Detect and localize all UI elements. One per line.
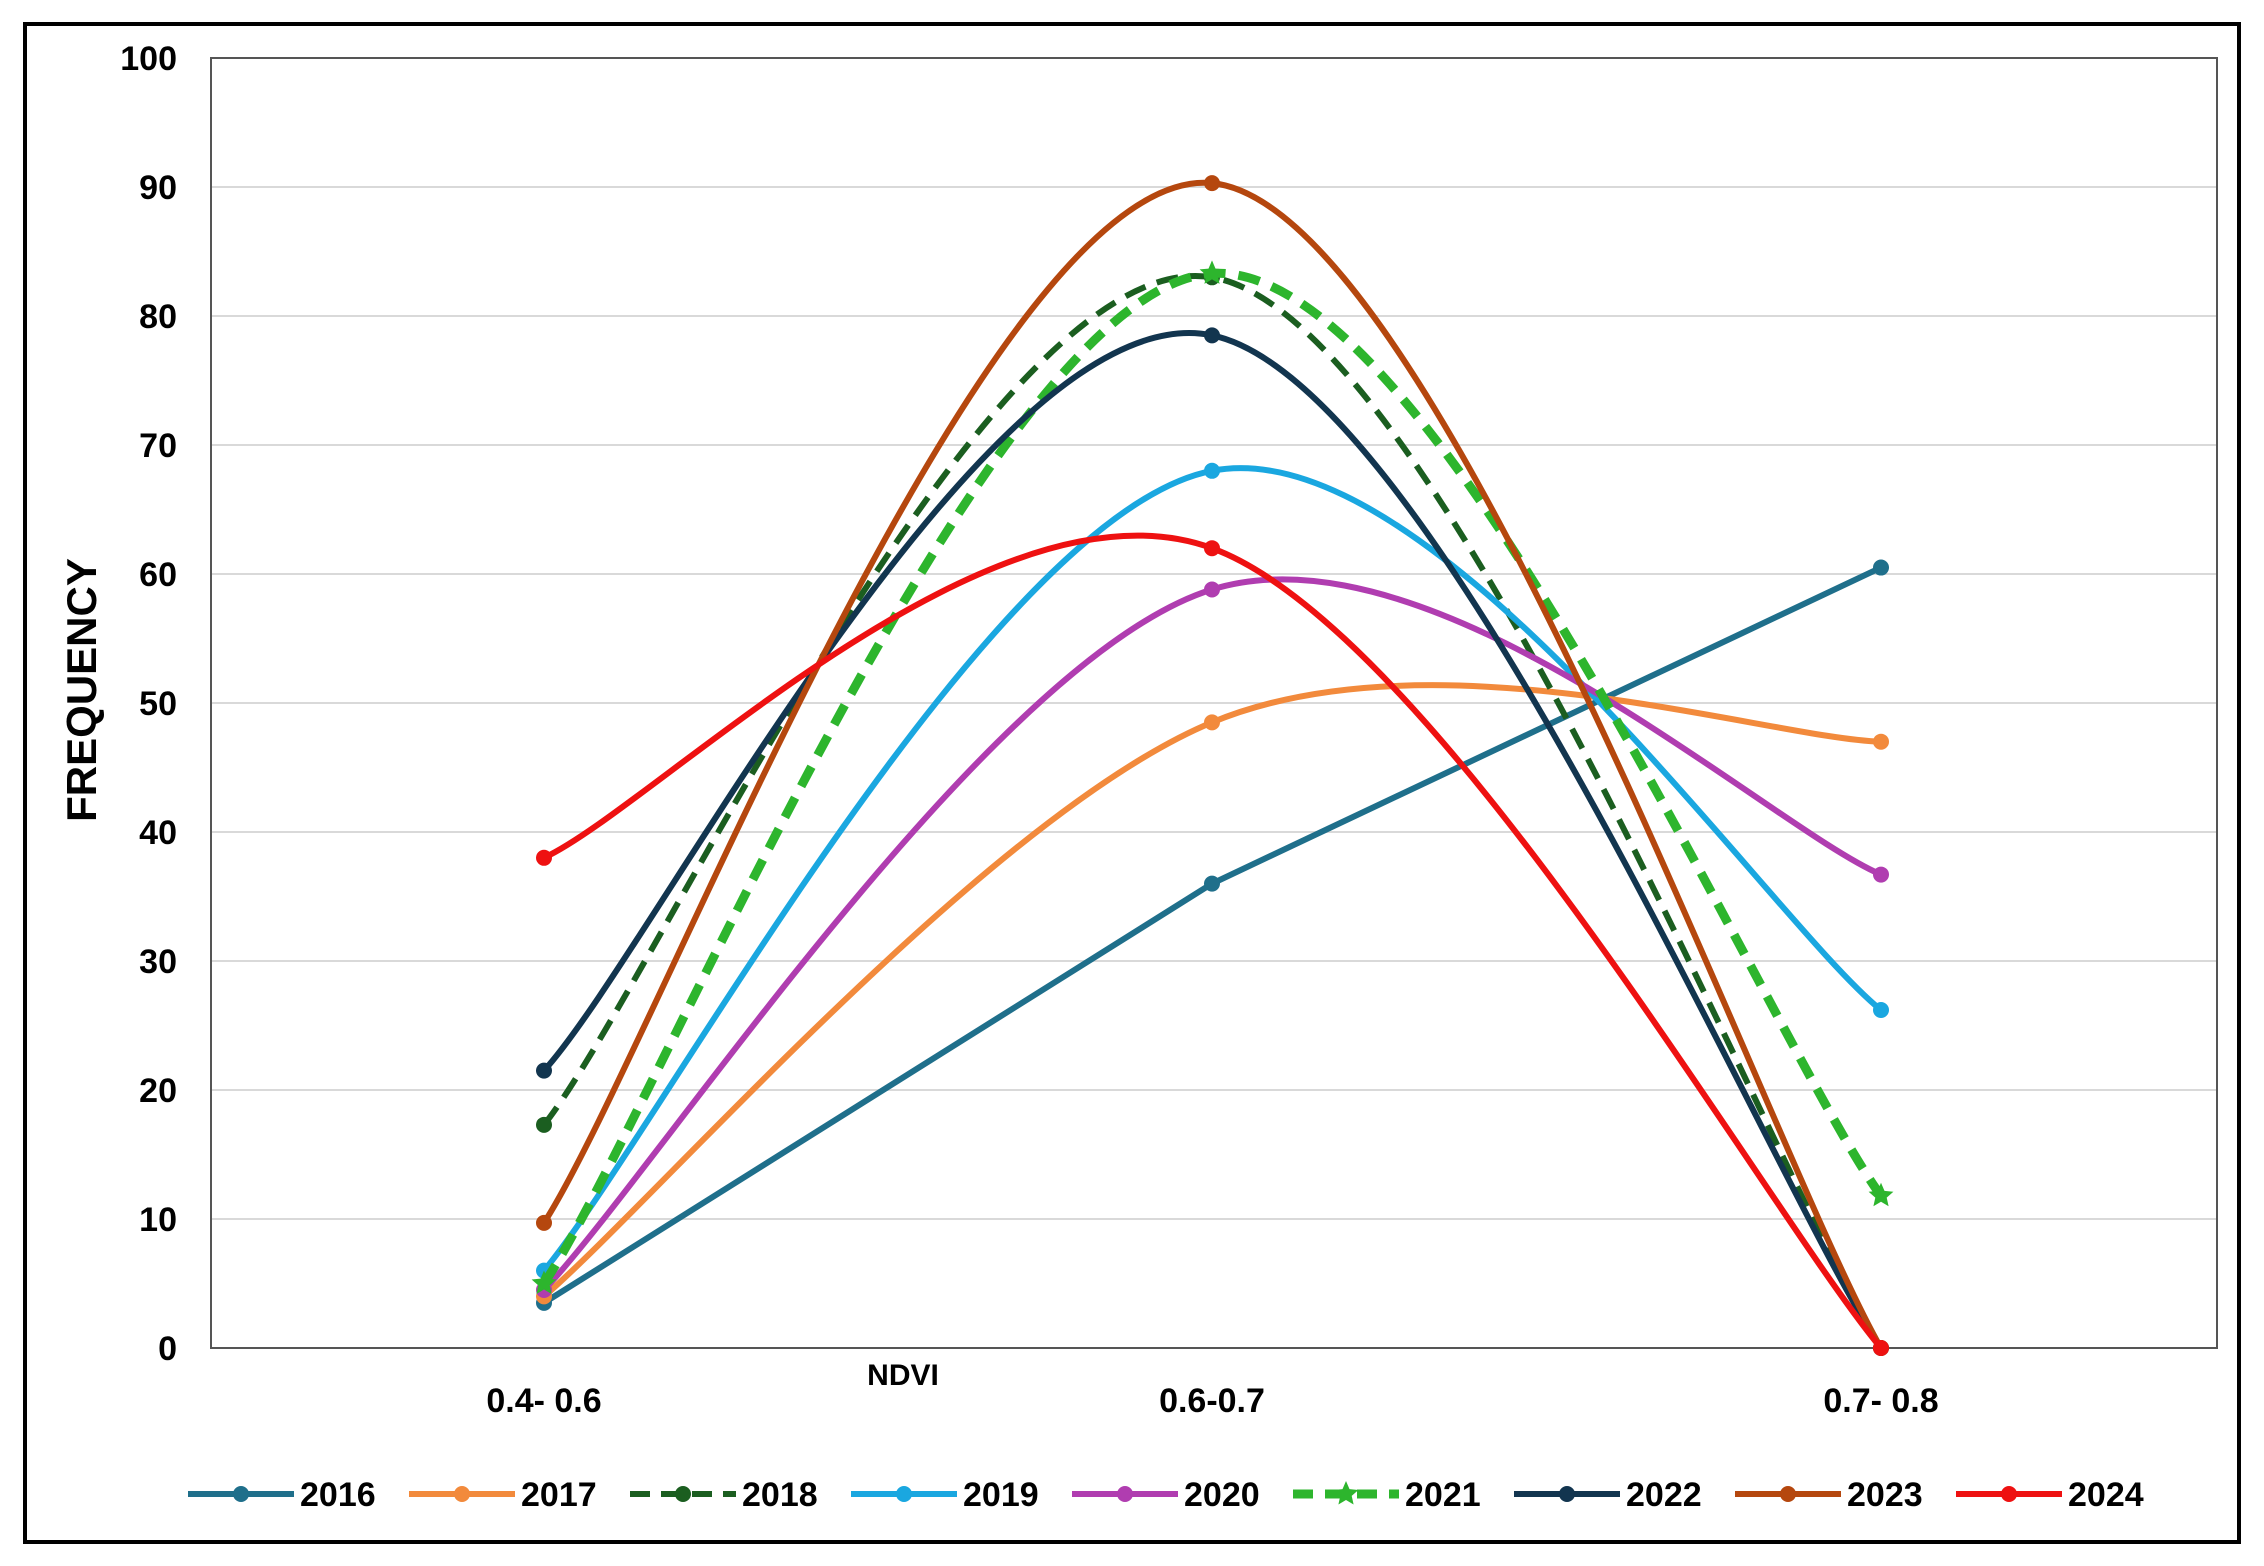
data-point — [536, 1062, 552, 1079]
x-axis-title: NDVI — [867, 1359, 939, 1392]
y-tick-label: 70 — [139, 427, 177, 465]
data-point — [1873, 559, 1889, 576]
legend-item-2018: 2018 — [630, 1476, 818, 1514]
y-axis-title: FREQUENCY — [58, 558, 105, 822]
x-tick-label: 0.4- 0.6 — [486, 1382, 601, 1420]
legend-item-2020: 2020 — [1072, 1476, 1260, 1514]
y-tick-label: 100 — [120, 40, 177, 78]
series-line — [542, 682, 1882, 1299]
series-2020 — [536, 576, 1889, 1298]
data-point — [1199, 260, 1225, 284]
outer-frame — [23, 22, 2241, 1544]
y-tick-label: 80 — [139, 298, 177, 336]
x-tick-label: 0.6-0.7 — [1159, 1382, 1265, 1420]
legend-marker — [1559, 1486, 1575, 1502]
legend-marker — [1780, 1486, 1796, 1502]
legend-label: 2022 — [1626, 1476, 1702, 1514]
data-point — [1873, 733, 1889, 750]
legend-label: 2017 — [521, 1476, 597, 1514]
series-2024 — [536, 532, 1889, 1356]
x-tick-label: 0.7- 0.8 — [1823, 1382, 1938, 1420]
y-tick-label: 40 — [139, 814, 177, 852]
data-point — [1204, 714, 1220, 731]
legend-marker — [233, 1486, 249, 1502]
y-tick-label: 0 — [158, 1330, 177, 1368]
legend-marker — [454, 1486, 470, 1502]
legend-marker — [896, 1486, 912, 1502]
data-point — [531, 1270, 557, 1294]
legend-label: 2020 — [1184, 1476, 1260, 1514]
legend-label: 2023 — [1847, 1476, 1923, 1514]
data-point — [536, 1116, 552, 1133]
legend-item-2016: 2016 — [188, 1476, 376, 1514]
y-tick-label: 30 — [139, 943, 177, 981]
plot-area-border — [210, 57, 2218, 1349]
legend-marker — [675, 1486, 691, 1502]
data-point — [1204, 462, 1220, 479]
legend-label: 2016 — [300, 1476, 376, 1514]
y-tick-label: 50 — [139, 685, 177, 723]
legend-marker — [1117, 1486, 1133, 1502]
legend-item-2022: 2022 — [1514, 1476, 1702, 1514]
legend-label: 2021 — [1405, 1476, 1481, 1514]
data-point — [1204, 581, 1220, 598]
legend-item-2019: 2019 — [851, 1476, 1039, 1514]
series-line — [542, 532, 1884, 1350]
y-tick-label: 20 — [139, 1072, 177, 1110]
legend-item-2021: 2021 — [1293, 1476, 1481, 1514]
legend-label: 2024 — [2068, 1476, 2144, 1514]
legend-item-2024: 2024 — [1956, 1476, 2144, 1514]
data-point — [1873, 1340, 1889, 1356]
data-point — [1873, 1002, 1889, 1019]
legend-marker — [2001, 1486, 2017, 1502]
data-point — [1868, 1182, 1894, 1207]
legend-item-2023: 2023 — [1735, 1476, 1923, 1514]
legend-label: 2019 — [963, 1476, 1039, 1514]
data-point — [536, 849, 552, 866]
series-line — [541, 576, 1883, 1293]
y-tick-label: 10 — [139, 1201, 177, 1239]
data-point — [1873, 866, 1889, 883]
legend-marker — [1333, 1481, 1359, 1505]
series-2021 — [531, 260, 1894, 1294]
data-point — [1204, 875, 1220, 892]
y-tick-label: 90 — [139, 169, 177, 207]
legend-label: 2018 — [742, 1476, 818, 1514]
data-point — [1204, 327, 1220, 344]
data-point — [1204, 540, 1220, 557]
y-tick-label: 60 — [139, 556, 177, 594]
data-point — [536, 1214, 552, 1231]
legend-item-2017: 2017 — [409, 1476, 597, 1514]
data-point — [1204, 175, 1220, 192]
